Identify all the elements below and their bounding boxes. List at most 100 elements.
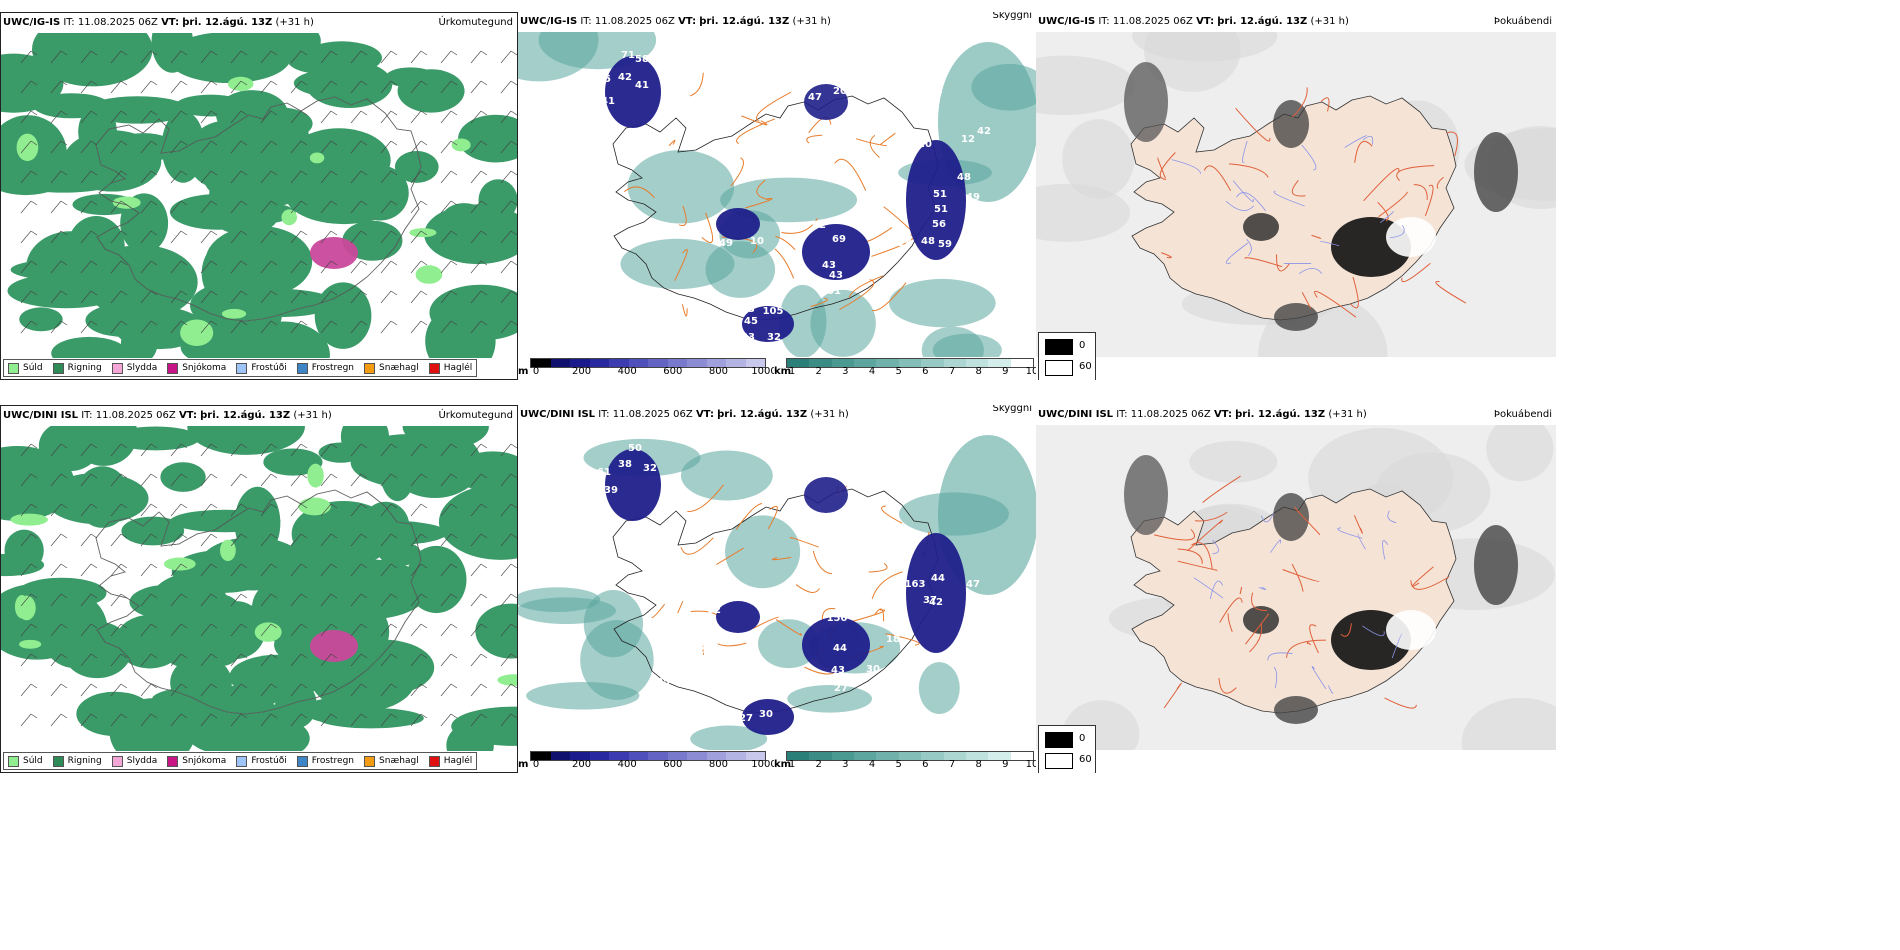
road-line <box>651 603 666 619</box>
low-visibility-area <box>758 619 820 669</box>
legend-label: Haglél <box>443 756 473 766</box>
wind-barb <box>200 443 218 457</box>
wind-barb <box>500 290 517 304</box>
wind-barb <box>50 50 68 64</box>
cloud-base-label: 41 <box>635 80 649 91</box>
fog-legend: 0 60 <box>1038 725 1096 773</box>
wind-barb <box>170 50 188 64</box>
road-line <box>1353 515 1363 534</box>
wind-barb <box>320 230 338 244</box>
cloud-base-label: 27 <box>739 713 753 724</box>
rain-area <box>4 529 44 572</box>
boundary-lines <box>95 489 422 715</box>
panel-header: UWC/DINI ISL IT: 11.08.2025 06Z VT: þri.… <box>1036 405 1556 425</box>
wind-barb <box>440 80 458 94</box>
wind-barb <box>320 533 338 547</box>
colorbar-segment <box>898 359 922 367</box>
wind-barb <box>20 200 38 214</box>
wind-barb <box>200 110 218 124</box>
low-visibility-area <box>938 42 1036 202</box>
cloud-base-label: 42 <box>618 72 632 83</box>
wind-barb <box>170 140 188 154</box>
colorbar-tick: 8 <box>975 366 982 377</box>
drizzle-area <box>254 622 282 642</box>
drizzle-area <box>14 594 29 619</box>
legend-swatch <box>428 362 440 374</box>
wind-barb <box>140 230 158 244</box>
wind-barb <box>200 170 218 184</box>
low-cloud-area <box>605 449 661 521</box>
wind-barb <box>50 713 68 727</box>
wind-barb <box>500 683 517 697</box>
road-line <box>1384 697 1417 709</box>
fog-signal-area <box>1124 455 1168 535</box>
wind-barb <box>470 200 488 214</box>
wind-barb <box>410 170 428 184</box>
legend-label: Frostúði <box>251 756 287 766</box>
wind-barb <box>380 80 398 94</box>
colorbar-segment <box>628 359 648 367</box>
road-line <box>680 537 714 555</box>
model-name: UWC/IG-IS <box>1038 16 1096 27</box>
legend-label: Frostregn <box>311 363 355 373</box>
wind-barb <box>200 473 218 487</box>
valid-label: VT: <box>1196 16 1215 27</box>
rain-area <box>66 34 111 56</box>
colorbar-segment <box>726 752 746 760</box>
wind-barb <box>140 320 158 334</box>
wind-barb <box>350 443 368 457</box>
road-line <box>834 158 867 191</box>
road-line <box>717 642 747 647</box>
road-line <box>868 563 888 573</box>
colorbar-segment <box>921 752 944 760</box>
road-line <box>1291 563 1304 592</box>
legend-item: Frostregn <box>296 362 355 374</box>
wind-barb <box>80 140 98 154</box>
colorbar-tick: 800 <box>708 366 728 377</box>
low-visibility-area <box>787 684 873 713</box>
wind-barb <box>440 443 458 457</box>
low-visibility-area <box>518 597 616 624</box>
low-visibility-area <box>918 662 960 714</box>
road-line <box>678 205 687 226</box>
legend-swatch <box>167 755 179 767</box>
road-line <box>1301 292 1312 309</box>
legend-item: Súld <box>8 755 43 767</box>
fog-legend-white-swatch <box>1045 753 1073 769</box>
colorbar-segment <box>988 752 1011 760</box>
cloud-base-label: 49 <box>966 192 980 203</box>
wind-barb <box>230 503 248 517</box>
wind-barb <box>350 503 368 517</box>
cloud-base-colorbar: m 0 200 400 600 800 1000 <box>518 751 777 773</box>
rain-area <box>394 151 439 183</box>
river-line <box>1362 135 1374 145</box>
wind-barb <box>260 320 278 334</box>
fog-legend-min: 0 <box>1079 340 1086 351</box>
colorbar-tick: 5 <box>895 366 902 377</box>
colorbar-segment <box>943 359 966 367</box>
coastline <box>612 488 939 714</box>
colorbar-tick: 200 <box>572 366 592 377</box>
colorbar-segment <box>809 752 832 760</box>
wind-barb <box>260 653 278 667</box>
wind-barb <box>410 473 428 487</box>
panel-header: UWC/IG-IS IT: 11.08.2025 06Z VT: þri. 12… <box>1036 12 1556 32</box>
wind-barb <box>410 593 428 607</box>
legend-item: Slydda <box>111 755 157 767</box>
wind-barb <box>380 473 398 487</box>
fog-panel-bottom: UWC/DINI ISL IT: 11.08.2025 06Z VT: þri.… <box>1036 405 1556 773</box>
road-line <box>1219 597 1243 623</box>
init-time: IT: 11.08.2025 06Z <box>63 17 158 28</box>
wind-barb <box>440 563 458 577</box>
wind-barb <box>320 80 338 94</box>
wind-barb <box>170 473 188 487</box>
cloud-base-label: 163 <box>905 579 926 590</box>
legend-label: Súld <box>23 756 43 766</box>
wind-barb <box>440 653 458 667</box>
wind-barb <box>20 170 38 184</box>
river-line <box>1311 666 1327 690</box>
wind-barb <box>200 713 218 727</box>
wind-barb <box>260 683 278 697</box>
wind-barb <box>500 50 517 64</box>
